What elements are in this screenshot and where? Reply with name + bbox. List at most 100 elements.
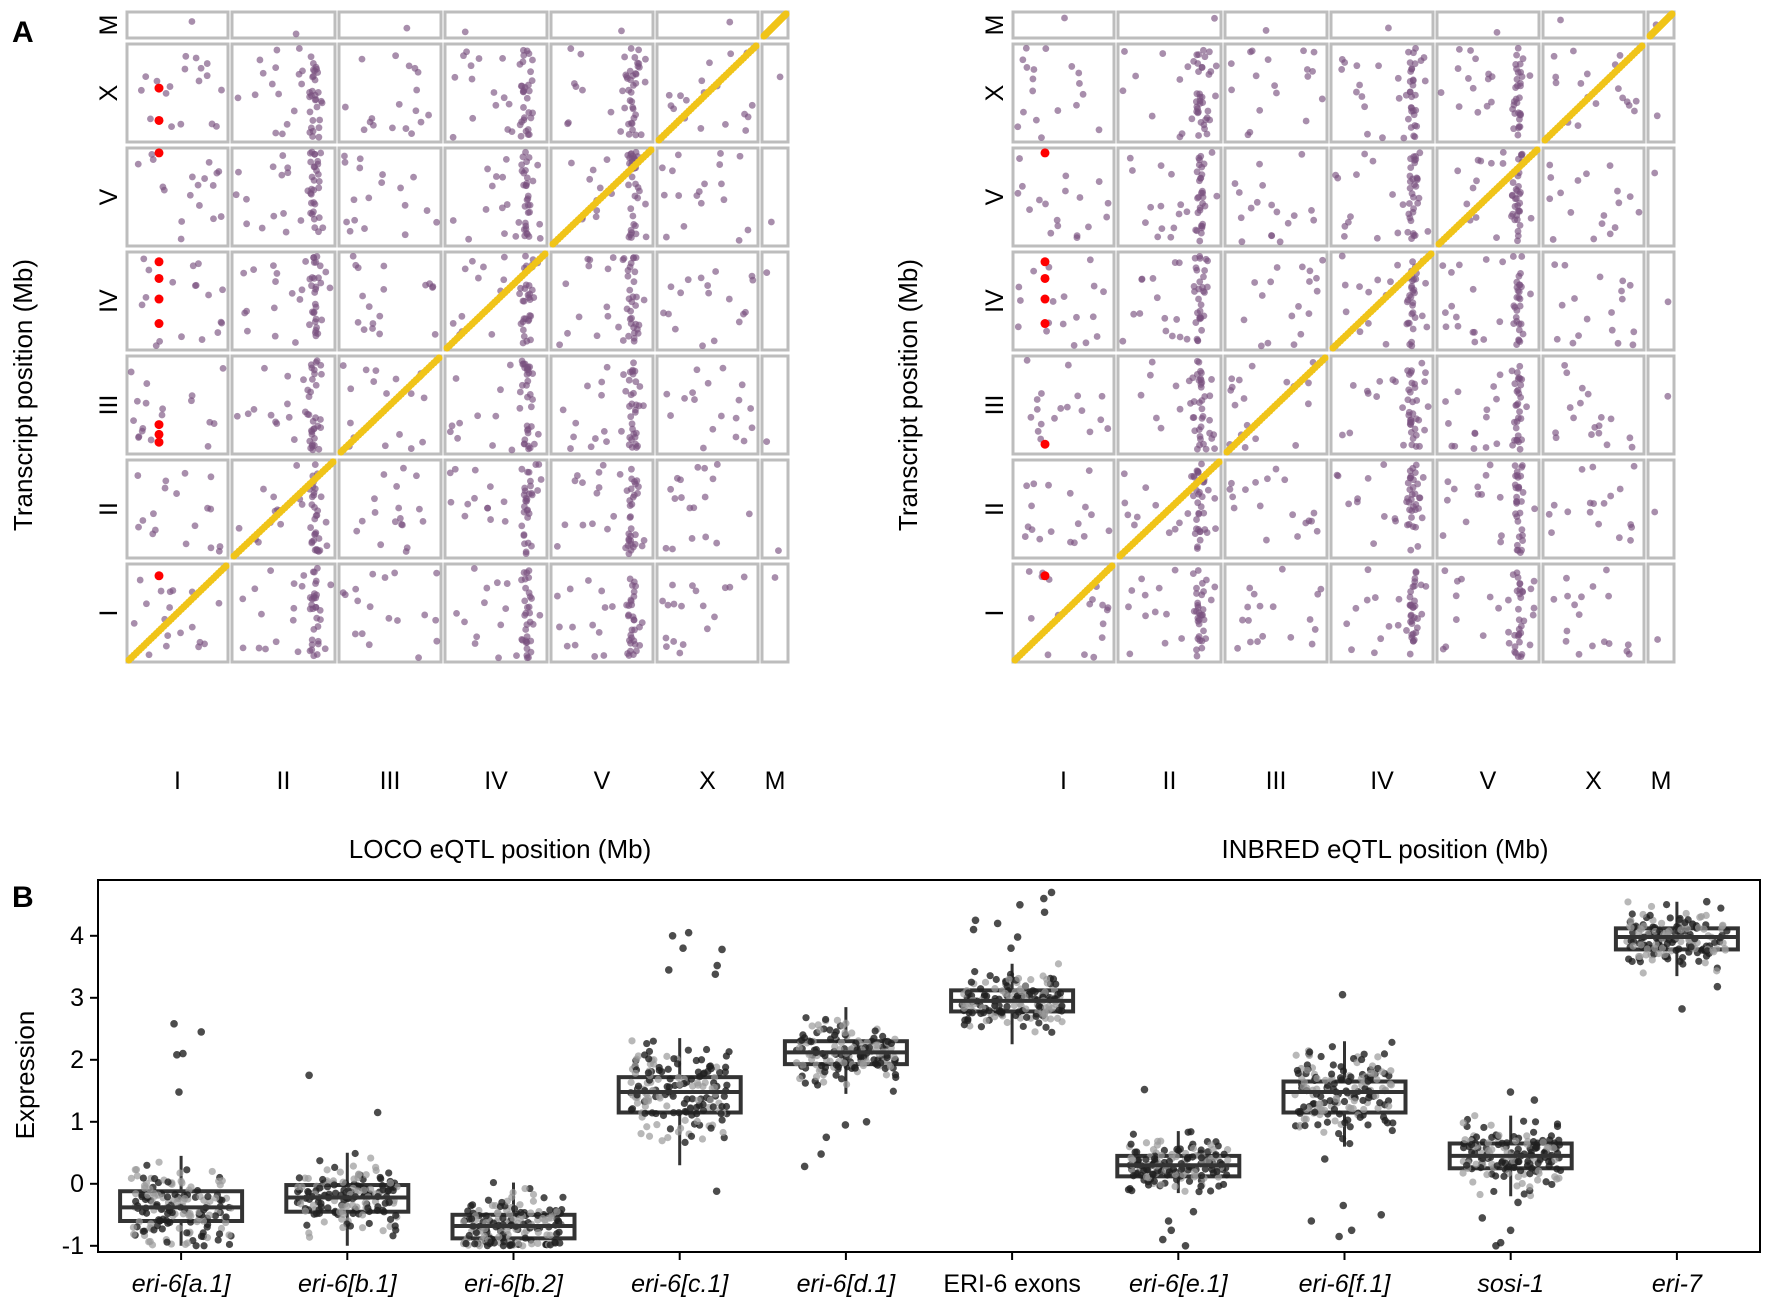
- outlier-point: [197, 1028, 206, 1036]
- trans-hotspot-point: [1516, 221, 1524, 229]
- trans-eqtl-point: [677, 92, 684, 100]
- expression-point: [1189, 1144, 1198, 1152]
- trans-eqtl-point: [585, 262, 593, 270]
- trans-eqtl-point: [662, 233, 670, 241]
- trans-eqtl-point: [1616, 485, 1624, 493]
- trans-eqtl-point: [284, 164, 292, 172]
- trans-eqtl-point: [142, 399, 150, 407]
- expression-point: [529, 1190, 538, 1199]
- trans-eqtl-point: [536, 234, 544, 242]
- trans-eqtl-point: [358, 517, 366, 525]
- trans-hotspot-point: [1513, 436, 1521, 444]
- trans-eqtl-point: [1057, 405, 1065, 412]
- trans-hotspot-point: [1406, 78, 1414, 85]
- expression-point: [1480, 1123, 1488, 1132]
- trans-eqtl-point: [680, 222, 688, 230]
- trans-hotspot-point: [1406, 593, 1414, 601]
- trans-eqtl-point: [391, 518, 399, 526]
- expression-point: [1661, 951, 1669, 959]
- expression-point: [151, 1175, 159, 1183]
- trans-eqtl-point: [564, 329, 571, 337]
- trans-eqtl-point: [1493, 28, 1501, 36]
- expression-point: [1350, 1097, 1358, 1105]
- trans-eqtl-point: [609, 254, 617, 261]
- trans-eqtl-point: [1262, 27, 1270, 34]
- trans-eqtl-point: [197, 64, 205, 72]
- trans-hotspot-point: [627, 150, 635, 157]
- trans-eqtl-point: [1168, 332, 1176, 340]
- trans-hotspot-point: [1414, 615, 1421, 622]
- trans-eqtl-point: [356, 164, 364, 172]
- expression-point: [834, 1063, 843, 1071]
- x-category-label: eri-6[a.1]: [132, 1270, 232, 1298]
- trans-eqtl-point: [213, 122, 220, 130]
- trans-eqtl-point: [516, 388, 524, 396]
- trans-eqtl-point: [1281, 476, 1289, 484]
- trans-eqtl-point: [140, 255, 148, 263]
- trans-eqtl-point: [1133, 513, 1141, 521]
- trans-eqtl-point: [1414, 480, 1422, 488]
- trans-hotspot-point: [1196, 253, 1204, 260]
- trans-eqtl-point: [1493, 440, 1501, 448]
- expression-point: [800, 1034, 809, 1042]
- trans-eqtl-point: [1623, 647, 1631, 655]
- y-tick-label: 1: [70, 1108, 84, 1136]
- trans-eqtl-point: [1614, 85, 1622, 93]
- trans-hotspot-point: [630, 254, 638, 261]
- expression-point: [1675, 945, 1683, 953]
- expression-point: [1190, 1173, 1198, 1181]
- expression-point: [1171, 1182, 1179, 1191]
- trans-eqtl-point: [665, 91, 673, 99]
- facet-frame: [655, 458, 760, 560]
- trans-eqtl-point: [699, 342, 706, 350]
- trans-eqtl-point: [556, 341, 563, 349]
- trans-eqtl-point: [369, 325, 376, 332]
- trans-hotspot-point: [311, 224, 319, 232]
- expression-point: [681, 1116, 689, 1124]
- trans-eqtl-point: [134, 472, 142, 479]
- trans-eqtl-point: [1073, 313, 1080, 321]
- trans-eqtl-point: [181, 469, 189, 477]
- expression-point: [840, 1059, 848, 1067]
- facet-cell-IV-IV: [443, 250, 549, 352]
- expression-point: [977, 1023, 985, 1031]
- trans-eqtl-point: [1080, 532, 1088, 540]
- trans-hotspot-point: [636, 383, 644, 390]
- expression-point: [802, 1014, 810, 1022]
- expression-point: [702, 1045, 711, 1054]
- trans-hotspot-point: [312, 332, 320, 340]
- trans-eqtl-point: [500, 498, 508, 506]
- trans-eqtl-point: [360, 126, 368, 134]
- facet-cell-II-IV: [230, 250, 337, 352]
- expression-point: [1380, 1050, 1389, 1058]
- trans-eqtl-point: [495, 654, 502, 662]
- expression-point: [676, 1080, 684, 1088]
- facet-frame: [1541, 250, 1646, 352]
- expression-point: [459, 1218, 468, 1226]
- trans-eqtl-point: [251, 91, 259, 99]
- trans-eqtl-point: [493, 579, 501, 587]
- expression-point: [1542, 1178, 1550, 1186]
- trans-eqtl-point: [447, 498, 455, 506]
- expression-point: [1058, 1002, 1066, 1010]
- trans-eqtl-point: [1183, 208, 1191, 216]
- expression-point: [719, 1128, 727, 1137]
- trans-eqtl-point: [1152, 414, 1160, 422]
- trans-eqtl-point: [1303, 66, 1311, 73]
- expression-point: [164, 1178, 172, 1186]
- trans-hotspot-point: [524, 291, 532, 299]
- facet-frame: [655, 10, 760, 40]
- trans-eqtl-point: [664, 601, 672, 609]
- trans-hotspot-point: [632, 222, 639, 230]
- facet-cell-III-I: [1223, 562, 1329, 664]
- expression-point: [527, 1209, 535, 1217]
- facet-frame: [1435, 354, 1541, 456]
- expression-point: [663, 1102, 671, 1110]
- trans-eqtl-point: [1019, 56, 1027, 64]
- trans-eqtl-point: [1439, 262, 1447, 270]
- trans-eqtl-point: [403, 24, 411, 32]
- trans-eqtl-point: [1607, 415, 1615, 423]
- trans-hotspot-point: [632, 70, 640, 78]
- trans-eqtl-point: [704, 379, 712, 387]
- trans-eqtl-point: [294, 648, 302, 656]
